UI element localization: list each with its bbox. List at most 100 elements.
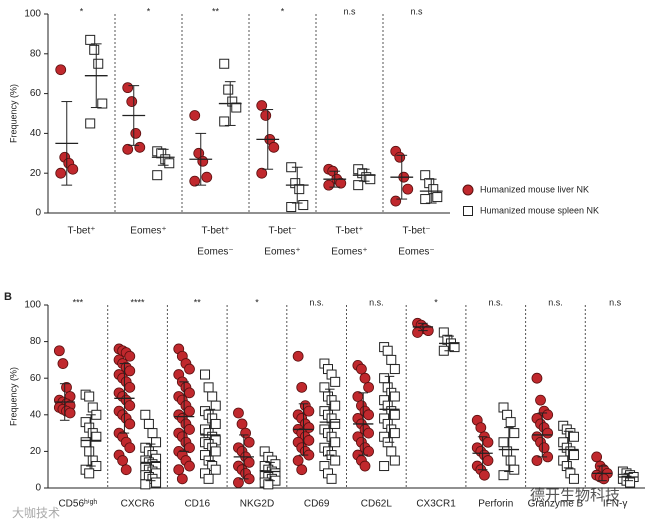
spleen-point	[203, 382, 214, 393]
spleen-point	[85, 118, 96, 129]
spleen-point	[389, 409, 400, 420]
liver-point	[335, 177, 347, 189]
liver-point	[323, 179, 335, 191]
liver-point	[124, 400, 136, 412]
spleen-point	[330, 376, 341, 387]
liver-point	[591, 451, 603, 463]
significance-label: ***	[73, 297, 84, 307]
liver-point	[197, 155, 209, 167]
spleen-point	[219, 58, 230, 69]
spleen-point	[85, 34, 96, 45]
y-tick-label: 80	[30, 336, 42, 347]
y-axis-label: Frequency (%)	[8, 84, 18, 143]
liver-point	[542, 409, 554, 421]
liver-point	[55, 167, 67, 179]
liver-point	[243, 436, 255, 448]
x-tick-label: CXCR6	[121, 499, 155, 510]
spleen-point	[223, 84, 234, 95]
spleen-point	[330, 418, 341, 429]
significance-label: n.s	[410, 6, 423, 16]
x-tick-label: Eomes⁺	[130, 226, 166, 237]
liver-point	[479, 469, 490, 481]
spleen-point	[382, 345, 393, 356]
spleen-point	[210, 446, 221, 457]
y-tick-label: 20	[30, 168, 42, 179]
x-tick-label: CD62L	[361, 499, 393, 510]
spleen-point	[326, 473, 337, 484]
legend-label: Humanized mouse spleen NK	[480, 205, 599, 215]
spleen-point	[389, 364, 400, 375]
liver-point	[120, 464, 132, 476]
spleen-point	[509, 464, 520, 475]
spleen-point	[505, 417, 516, 428]
y-tick-label: 60	[30, 88, 42, 99]
liver-point	[535, 394, 546, 406]
liver-point	[67, 163, 79, 175]
spleen-point	[207, 391, 218, 402]
spleen-point	[294, 184, 305, 195]
spleen-point	[389, 455, 400, 466]
significance-label: n.s.	[548, 297, 563, 307]
y-tick-label: 20	[30, 446, 42, 457]
liver-point	[134, 141, 146, 153]
liver-point	[475, 422, 487, 434]
liver-point	[296, 381, 308, 393]
x-tick-label: CD69	[304, 499, 330, 510]
spleen-point	[140, 409, 151, 420]
x-tick-label: IFN-γ	[603, 499, 627, 510]
spleen-point	[210, 464, 221, 475]
spleen-point	[330, 437, 341, 448]
spleen-point	[379, 373, 390, 384]
x-tick-label: T-bet⁺	[67, 226, 95, 237]
liver-point	[296, 464, 308, 476]
x-tick-label: CD56ʰⁱᵍʰ	[58, 499, 97, 510]
liver-point	[124, 381, 136, 393]
spleen-point	[91, 431, 102, 442]
liver-point	[412, 327, 423, 338]
significance-label: *	[80, 6, 84, 16]
liver-point	[292, 350, 304, 362]
spleen-point	[93, 58, 104, 69]
spleen-point	[502, 446, 513, 457]
spleen-point	[152, 170, 163, 181]
liver-point	[53, 345, 65, 357]
spleen-point	[505, 455, 516, 466]
x-tick-label: CX3CR1	[416, 499, 456, 510]
liver-point	[57, 358, 69, 369]
y-tick-label: 100	[24, 9, 41, 20]
legend-marker	[462, 184, 474, 196]
spleen-point	[568, 431, 579, 442]
liver-point	[233, 407, 244, 419]
spleen-point	[330, 400, 341, 411]
spleen-point	[84, 391, 95, 402]
liver-point	[173, 464, 185, 476]
spleen-point	[449, 342, 460, 353]
liver-point	[189, 175, 201, 187]
liver-point	[124, 418, 136, 430]
spleen-point	[97, 98, 108, 109]
spleen-point	[231, 102, 242, 113]
spleen-point	[84, 468, 95, 479]
spleen-point	[379, 461, 390, 472]
liver-point	[55, 64, 67, 76]
x-tick-label: Eomes⁺	[331, 247, 367, 258]
liver-point	[201, 171, 213, 183]
spleen-point	[568, 473, 579, 484]
liver-point	[126, 96, 138, 107]
liver-point	[256, 100, 268, 111]
significance-label: **	[194, 297, 202, 307]
liver-point	[598, 473, 610, 485]
liver-point	[531, 372, 543, 384]
liver-point	[402, 183, 414, 195]
liver-point	[130, 127, 142, 139]
watermark: 德开生物科技	[530, 486, 620, 504]
spleen-point	[200, 369, 211, 380]
liver-point	[268, 141, 280, 153]
spleen-point	[298, 200, 309, 211]
liver-point	[359, 372, 371, 384]
spleen-point	[498, 437, 509, 448]
y-tick-label: 40	[30, 409, 42, 420]
x-tick-label: T-bet⁺	[335, 226, 363, 237]
significance-label: n.s.	[488, 297, 503, 307]
